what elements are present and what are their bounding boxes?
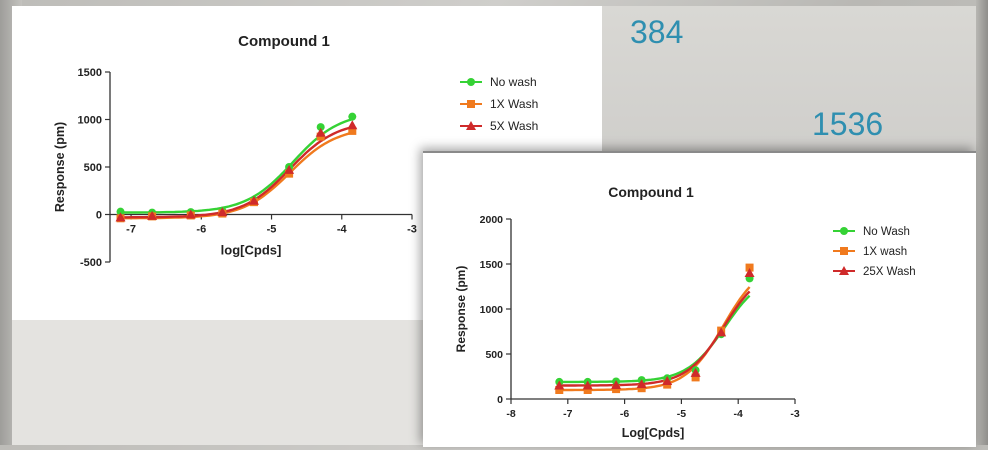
legend-label: No Wash	[863, 226, 910, 238]
y-tick-label: 0	[96, 210, 102, 222]
x-axis-label: log[Cpds]	[221, 243, 282, 258]
y-tick-label: 1500	[480, 259, 504, 271]
data-point	[637, 384, 646, 393]
x-tick-label: -6	[196, 224, 206, 236]
data-point	[185, 209, 196, 219]
y-tick-label: 0	[497, 394, 503, 406]
x-tick-label: -6	[620, 408, 629, 420]
y-tick-label: 1500	[78, 67, 102, 79]
legend-marker	[839, 266, 849, 275]
x-tick-label: -3	[407, 224, 417, 236]
x-axis-label: Log[Cpds]	[622, 426, 684, 440]
data-point	[662, 376, 673, 385]
data-point	[636, 379, 647, 389]
data-point	[716, 327, 727, 337]
y-tick-label: 500	[485, 349, 503, 361]
data-point	[284, 164, 295, 174]
data-point	[583, 386, 592, 394]
data-point	[316, 123, 325, 132]
plate-format-panel: 384 1536	[598, 6, 976, 156]
y-tick-label: 1000	[480, 304, 504, 316]
x-tick-label: -4	[734, 408, 743, 420]
chart-compound-1-1536: Compound 1 0 500 1000 1500 2000 -8 -7 -6 -5 -4 -3 Lo…	[454, 184, 916, 440]
x-tick-label: -5	[677, 408, 686, 420]
legend-marker	[840, 247, 848, 255]
x-tick-label: -7	[563, 408, 572, 420]
x-tick-label: -8	[506, 408, 515, 420]
legend-marker	[467, 100, 475, 108]
plate-format-1536-label: 1536	[812, 106, 884, 142]
data-point	[147, 210, 158, 220]
legend-label: 1X Wash	[490, 97, 538, 111]
data-point	[348, 112, 357, 121]
legend-label: No wash	[490, 75, 537, 89]
y-tick-label: 1000	[78, 115, 102, 127]
legend-marker	[466, 121, 476, 130]
x-tick-label: -4	[337, 224, 348, 236]
data-point	[116, 207, 125, 216]
series-curve-2	[559, 290, 751, 387]
chart-title: Compound 1	[238, 33, 330, 50]
legend-label: 1X wash	[863, 246, 907, 258]
data-point	[582, 380, 593, 390]
chart-compound-1-384: Compound 1 -500 0 500 1000 1500 -7 -6 -5 -4 -3 log[…	[53, 33, 538, 269]
x-tick-label: -3	[790, 408, 799, 420]
y-tick-label: 2000	[480, 214, 504, 226]
data-point	[745, 263, 754, 272]
background-edge-right	[976, 0, 988, 445]
data-point	[744, 268, 755, 277]
data-point	[115, 212, 126, 222]
legend-marker	[840, 227, 848, 235]
x-tick-label: -7	[126, 224, 136, 236]
y-tick-label: 500	[84, 162, 102, 174]
y-axis-label: Response (pm)	[454, 266, 468, 353]
data-point	[555, 386, 564, 394]
data-point	[691, 373, 700, 382]
y-tick-label: -500	[80, 257, 102, 269]
y-axis-label: Response (pm)	[53, 122, 67, 212]
data-point	[347, 120, 358, 130]
data-point	[612, 385, 621, 394]
data-point	[217, 207, 228, 217]
plate-format-384-label: 384	[630, 14, 684, 50]
chart-card-compound-1-right: Compound 1 0 500 1000 1500 2000 -8 -7 -6 -5 -4 -3 Lo…	[423, 151, 976, 447]
data-point	[690, 367, 701, 377]
series-curve-1	[559, 286, 751, 392]
legend-marker	[467, 78, 475, 86]
data-point	[554, 380, 565, 390]
data-point	[611, 380, 622, 390]
legend-label: 5X Wash	[490, 119, 538, 133]
chart-title: Compound 1	[608, 184, 694, 200]
legend-label: 25X Wash	[863, 266, 916, 278]
series-curve-0	[120, 118, 353, 214]
background-panel-bottom	[12, 320, 442, 445]
data-point	[315, 127, 326, 137]
series-curve-0	[559, 294, 751, 384]
x-tick-label: -5	[267, 224, 277, 236]
data-point	[348, 126, 357, 135]
series-curve-2	[120, 125, 353, 219]
data-point	[248, 195, 259, 205]
